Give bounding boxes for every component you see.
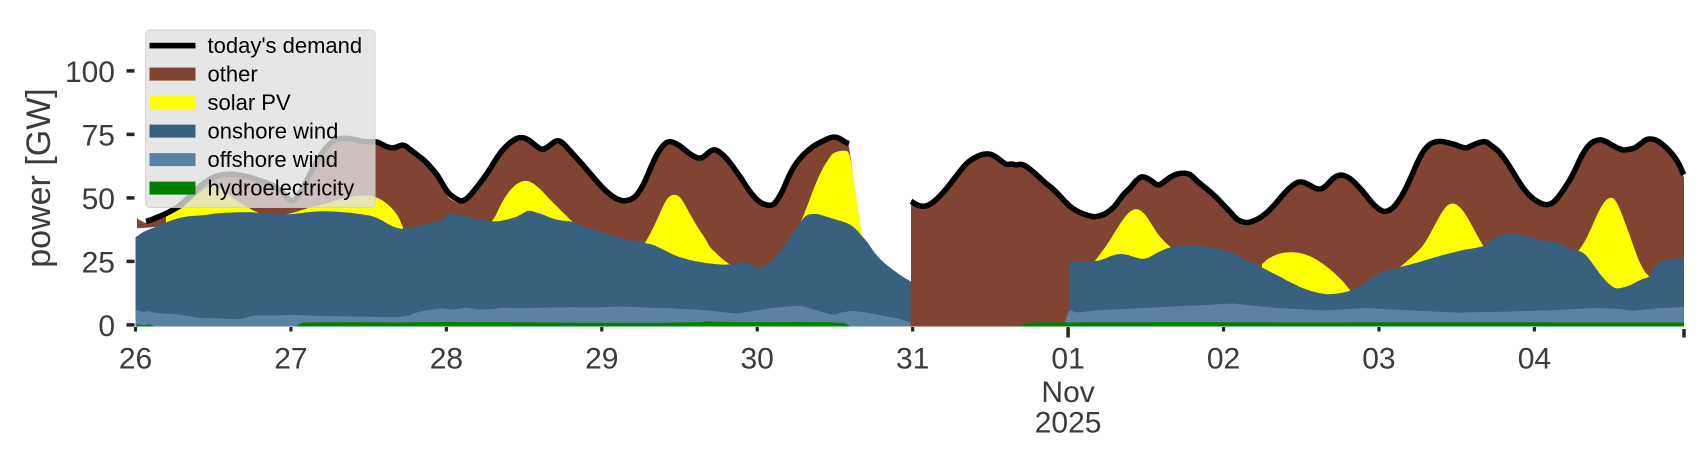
svg-text:27: 27: [274, 343, 307, 376]
svg-text:26: 26: [119, 343, 152, 376]
svg-text:75: 75: [82, 119, 115, 152]
svg-text:2025: 2025: [1035, 407, 1102, 440]
svg-text:solar PV: solar PV: [208, 90, 291, 115]
svg-text:0: 0: [98, 310, 115, 343]
svg-text:25: 25: [82, 246, 115, 279]
svg-text:50: 50: [82, 183, 115, 216]
svg-text:29: 29: [585, 343, 618, 376]
svg-text:power [GW]: power [GW]: [20, 88, 58, 267]
svg-text:today's demand: today's demand: [208, 33, 363, 58]
svg-text:hydroelectricity: hydroelectricity: [208, 176, 355, 201]
svg-text:03: 03: [1362, 343, 1395, 376]
svg-text:100: 100: [65, 56, 115, 89]
svg-text:28: 28: [430, 343, 463, 376]
svg-text:30: 30: [741, 343, 774, 376]
svg-text:02: 02: [1207, 343, 1240, 376]
svg-text:01: 01: [1051, 343, 1084, 376]
svg-text:offshore wind: offshore wind: [208, 147, 338, 172]
svg-text:04: 04: [1518, 343, 1551, 376]
svg-text:other: other: [208, 62, 258, 87]
svg-text:31: 31: [896, 343, 929, 376]
svg-text:Nov: Nov: [1041, 376, 1094, 409]
svg-text:onshore wind: onshore wind: [208, 119, 339, 144]
